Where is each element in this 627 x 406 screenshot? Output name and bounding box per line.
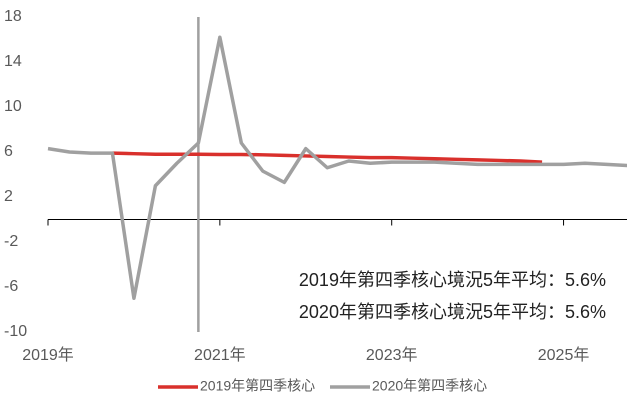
annotation: 2019年第四季核心境況5年平均：5.6% xyxy=(299,270,606,290)
y-tick-label: -2 xyxy=(4,233,18,250)
y-tick-label: -10 xyxy=(4,323,27,340)
x-tick-label: 2021年 xyxy=(194,346,246,364)
y-tick-label: 14 xyxy=(4,53,22,70)
x-tick-label: 2025年 xyxy=(538,346,590,364)
y-tick-label: -6 xyxy=(4,278,18,295)
x-tick-label: 2019年 xyxy=(22,346,74,364)
legend-label: 2020年第四季核心 xyxy=(372,378,487,394)
y-tick-label: 2 xyxy=(4,188,13,205)
annotation: 2020年第四季核心境況5年平均：5.6% xyxy=(299,302,606,322)
series-line xyxy=(47,35,627,300)
x-tick-label: 2023年 xyxy=(366,346,418,364)
y-tick-label: 6 xyxy=(4,143,13,160)
y-tick-label: 18 xyxy=(4,8,22,25)
y-tick-label: 10 xyxy=(4,98,22,115)
legend-label: 2019年第四季核心 xyxy=(200,378,315,394)
series-line xyxy=(112,151,543,164)
